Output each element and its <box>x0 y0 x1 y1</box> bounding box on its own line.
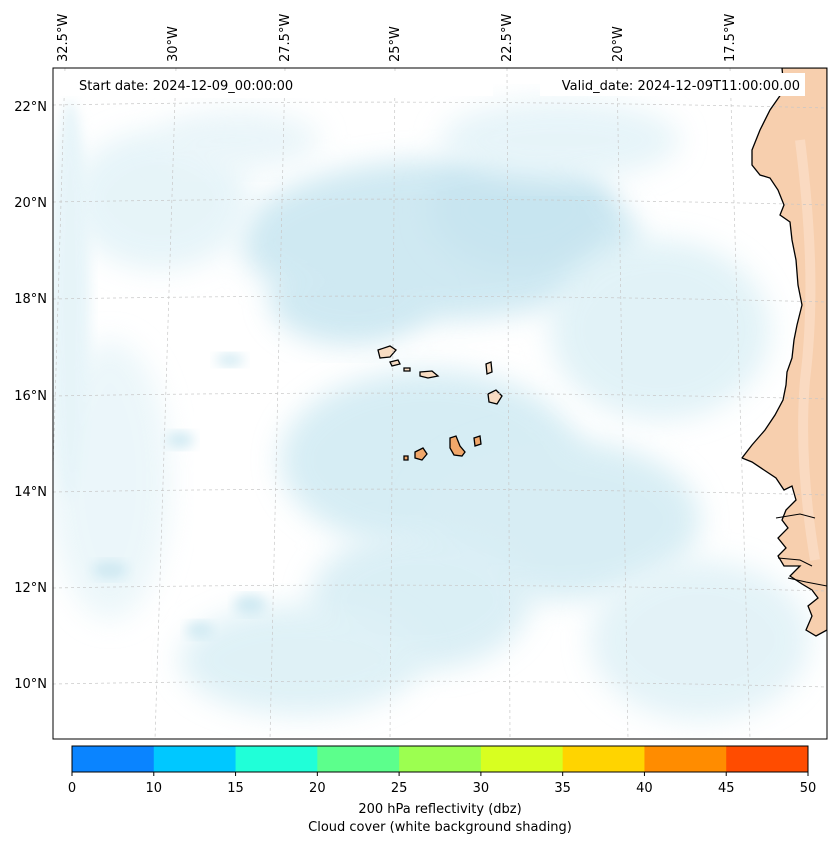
lat-label-12n: 12°N <box>14 581 47 596</box>
colorbar-segment <box>726 746 809 772</box>
colorbar-tick-label: 15 <box>227 781 244 796</box>
colorbar-tick-label: 30 <box>473 781 490 796</box>
mainland <box>740 68 827 637</box>
colorbar-ticks: 0 10 15 20 25 30 35 40 45 50 <box>68 772 816 796</box>
island-sal <box>485 361 493 375</box>
colorbar-segment <box>153 746 237 772</box>
start-date-label: Start date: 2024-12-09_00:00:00 <box>79 79 293 94</box>
longitude-labels: 32.5°W 30°W 27.5°W 25°W 22.5°W 20°W 17.5… <box>56 14 738 62</box>
island-santa-luzia <box>403 367 411 372</box>
lon-label-27-5w: 27.5°W <box>278 14 293 62</box>
map-panel <box>53 68 827 739</box>
colorbar-segment <box>235 746 318 772</box>
valid-date-label: Valid_date: 2024-12-09T11:00:00.00 <box>562 79 800 94</box>
latitude-labels: 22°N 20°N 18°N 16°N 14°N 12°N 10°N <box>14 100 47 692</box>
cape-verde-islands <box>377 345 503 461</box>
colorbar-tick-label: 35 <box>554 781 571 796</box>
colorbar-segment <box>644 746 727 772</box>
colorbar-tick-label: 50 <box>800 781 817 796</box>
colorbar-tick-label: 45 <box>718 781 735 796</box>
colorbar-tick-label: 25 <box>391 781 408 796</box>
island-santiago <box>449 435 466 457</box>
lat-label-20n: 20°N <box>14 196 47 211</box>
colorbar-segment <box>399 746 482 772</box>
colorbar-segment <box>72 746 155 772</box>
lon-label-32-5w: 32.5°W <box>56 14 71 62</box>
colorbar-tick-label: 10 <box>146 781 163 796</box>
lat-label-18n: 18°N <box>14 292 47 307</box>
lat-label-22n: 22°N <box>14 100 47 115</box>
colorbar-tick-label: 0 <box>68 781 76 796</box>
island-brava <box>403 455 409 461</box>
lon-label-25w: 25°W <box>388 26 403 62</box>
lat-label-14n: 14°N <box>14 485 47 500</box>
lon-label-20w: 20°W <box>611 26 626 62</box>
colorbar-tick-label: 20 <box>309 781 326 796</box>
island-santo-antao <box>377 345 397 359</box>
island-maio <box>473 435 482 447</box>
lon-label-30w: 30°W <box>166 26 181 62</box>
lon-label-17-5w: 17.5°W <box>723 14 738 62</box>
colorbar-segment <box>317 746 400 772</box>
island-sao-nicolau <box>419 370 440 379</box>
valid-date-band <box>540 73 805 96</box>
colorbar-segment <box>480 746 564 772</box>
colorbar-tick-label: 40 <box>636 781 653 796</box>
colorbar-frame <box>71 745 809 773</box>
start-date-band <box>53 73 493 96</box>
colorbar: 0 10 15 20 25 30 35 40 45 50 200 hPa reflectivity… <box>68 745 816 835</box>
colorbar-label: 200 hPa reflectivity (dbz) <box>358 802 521 817</box>
colorbar-segments <box>72 746 809 772</box>
colorbar-sublabel: Cloud cover (white background shading) <box>308 820 572 835</box>
colorbar-segment <box>562 746 645 772</box>
island-fogo <box>414 447 428 461</box>
gridlines <box>53 68 827 739</box>
lat-label-10n: 10°N <box>14 677 47 692</box>
lat-label-16n: 16°N <box>14 389 47 404</box>
map-frame <box>52 67 828 740</box>
lon-label-22-5w: 22.5°W <box>500 14 515 62</box>
cloud-cover-shading <box>53 100 810 720</box>
